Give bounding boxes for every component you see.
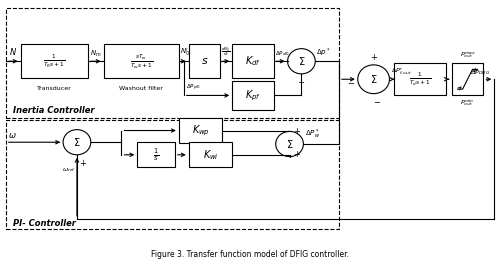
Text: $-$: $-$: [346, 77, 355, 86]
Text: $\Sigma$: $\Sigma$: [298, 55, 305, 67]
Text: $\Delta P_{pf0}$: $\Delta P_{pf0}$: [186, 82, 201, 93]
Text: $\Delta p^*$: $\Delta p^*$: [316, 46, 331, 59]
Text: $K_{wp}$: $K_{wp}$: [192, 123, 210, 138]
Text: $P_{out}^{max}$: $P_{out}^{max}$: [460, 51, 475, 60]
Text: $\Delta P_{f,out}^r$: $\Delta P_{f,out}^r$: [392, 66, 412, 76]
Text: $P_{out}^{min}$: $P_{out}^{min}$: [460, 97, 474, 108]
Text: $-$: $-$: [372, 96, 380, 105]
Text: $\Sigma$: $\Sigma$: [286, 138, 294, 150]
Bar: [452, 63, 484, 95]
Bar: [188, 44, 220, 78]
Text: $s$: $s$: [200, 56, 208, 66]
Text: $\omega$: $\omega$: [8, 131, 16, 140]
Text: Inertia Controller: Inertia Controller: [12, 106, 94, 115]
Text: $+$: $+$: [292, 126, 300, 136]
Text: $\frac{1}{T_R s+1}$: $\frac{1}{T_R s+1}$: [43, 53, 66, 70]
Text: $\Sigma$: $\Sigma$: [370, 73, 378, 85]
Text: $\Delta P_{DFIG}$: $\Delta P_{DFIG}$: [470, 68, 490, 76]
Bar: [179, 118, 222, 143]
Text: Transducer: Transducer: [37, 86, 72, 90]
Bar: [188, 142, 232, 167]
Text: $K_{df}$: $K_{df}$: [245, 54, 261, 68]
Text: $K_{wi}$: $K_{wi}$: [202, 148, 218, 162]
Bar: [6, 8, 339, 118]
Text: $-$: $-$: [278, 55, 285, 64]
Text: $-$: $-$: [53, 136, 61, 145]
Text: $\frac{1}{s}$: $\frac{1}{s}$: [153, 146, 159, 163]
Text: $+$: $+$: [292, 149, 300, 159]
Text: $\omega_{ref}$: $\omega_{ref}$: [62, 166, 76, 174]
Bar: [138, 142, 175, 167]
Text: Figure 3. Transfer function model of DFIG controller.: Figure 3. Transfer function model of DFI…: [151, 250, 349, 259]
Bar: [20, 44, 88, 78]
Text: $+$: $+$: [79, 158, 87, 167]
Bar: [232, 81, 274, 110]
Bar: [104, 44, 179, 78]
Text: $\Delta P_w^*$: $\Delta P_w^*$: [306, 128, 320, 141]
Text: $\frac{1}{T_d s+1}$: $\frac{1}{T_d s+1}$: [409, 70, 432, 88]
Text: $N_m$: $N_m$: [90, 48, 102, 58]
Text: $\Delta P_{df0}$: $\Delta P_{df0}$: [274, 49, 290, 58]
Text: Washout filter: Washout filter: [120, 86, 163, 90]
Text: $\Sigma$: $\Sigma$: [73, 136, 80, 148]
Bar: [232, 44, 274, 78]
Bar: [6, 120, 339, 230]
Text: PI- Controller: PI- Controller: [12, 219, 76, 228]
Bar: [394, 63, 446, 95]
Text: $-$: $-$: [298, 76, 306, 86]
Text: $N_0'$: $N_0'$: [180, 47, 190, 58]
Text: $K_{pf}$: $K_{pf}$: [245, 88, 261, 103]
Text: $N$: $N$: [8, 46, 17, 57]
Text: $+$: $+$: [370, 52, 378, 62]
Text: $\frac{sT_w}{T_w s+1}$: $\frac{sT_w}{T_w s+1}$: [130, 52, 153, 70]
Text: $\frac{dN_0'}{dt}$: $\frac{dN_0'}{dt}$: [222, 45, 230, 58]
